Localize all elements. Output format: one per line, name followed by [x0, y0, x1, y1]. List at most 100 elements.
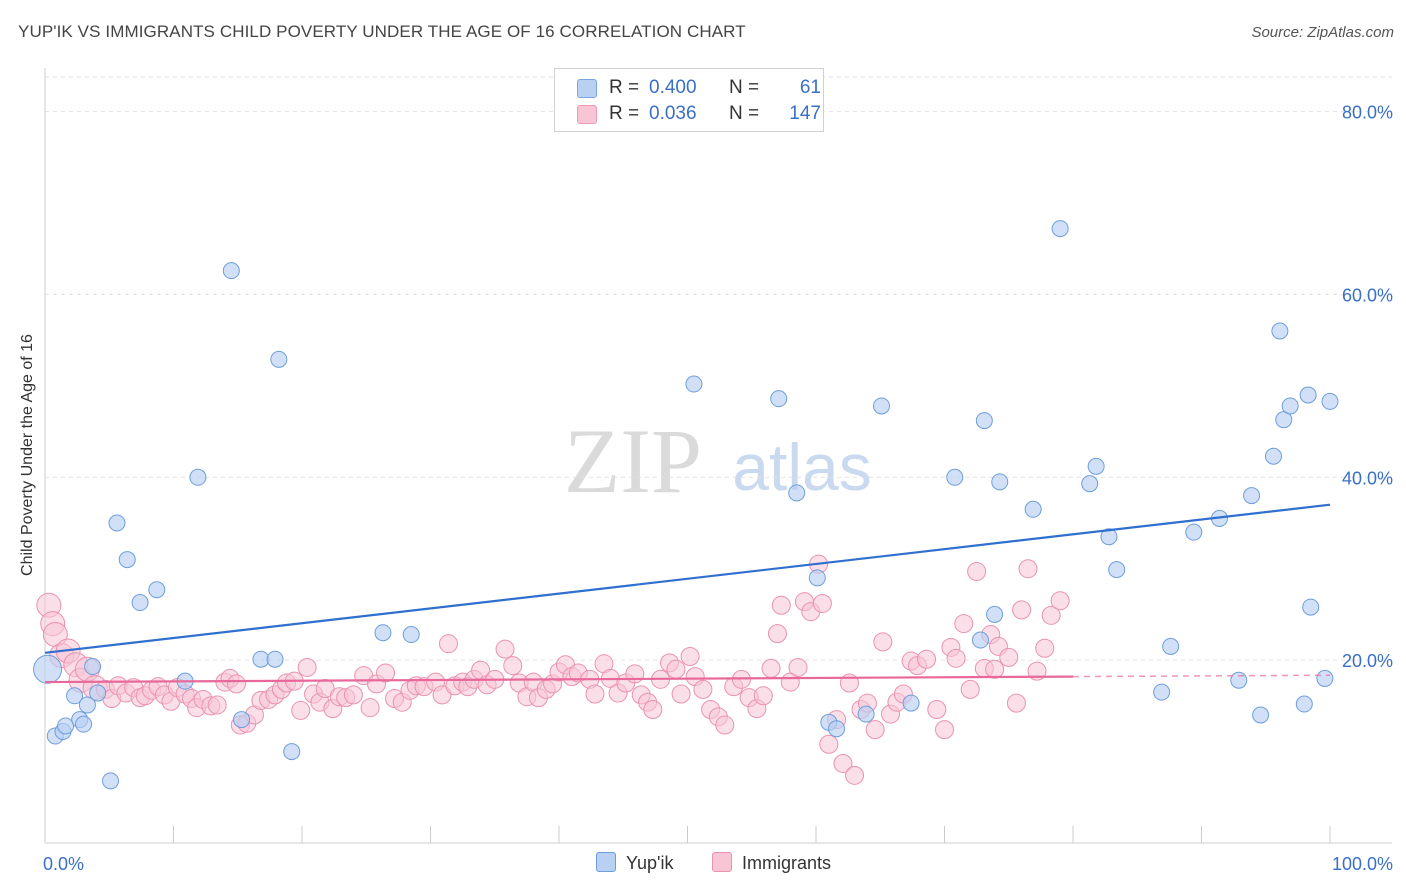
- immigrants-point: [967, 561, 987, 581]
- immigrants-point: [812, 593, 832, 613]
- immigrants-point: [865, 720, 885, 740]
- yupik-point: [374, 624, 392, 642]
- yupik-point: [252, 650, 270, 668]
- tick-labels: 20.0% 40.0% 60.0% 80.0% 0.0% 100.0%: [43, 103, 1393, 874]
- yupik-point: [828, 720, 846, 738]
- bottom-legend-label-yupik: Yup'ik: [626, 853, 674, 873]
- trend-lines: [44, 503, 1331, 684]
- yupik-point: [283, 743, 301, 761]
- immigrants-point: [291, 700, 311, 720]
- yupik-point: [1162, 637, 1180, 655]
- yupik-point: [975, 412, 993, 430]
- immigrants-point: [438, 634, 458, 654]
- yupik-point: [946, 468, 964, 486]
- y-tick-label: 60.0%: [1342, 285, 1393, 305]
- immigrants-trend-extension: [1072, 674, 1331, 678]
- yupik-point: [102, 772, 120, 790]
- yupik-point: [991, 473, 1009, 491]
- legend-swatch-yupik: [577, 79, 597, 98]
- immigrants-point: [927, 700, 947, 720]
- bottom-legend-yupik: Yup'ik: [596, 852, 673, 874]
- yupik-point: [66, 687, 84, 705]
- immigrants-point: [1012, 600, 1032, 620]
- yupik-point: [75, 715, 93, 733]
- immigrants-point: [693, 679, 713, 699]
- yupik-point: [1295, 695, 1313, 713]
- legend-n-label: N =: [729, 77, 760, 98]
- yupik-point: [1316, 669, 1334, 687]
- yupik-point: [902, 694, 920, 712]
- yupik-point: [1271, 322, 1289, 340]
- immigrants-point: [715, 715, 735, 735]
- immigrants-point: [1006, 693, 1026, 713]
- y-tick-label: 80.0%: [1342, 103, 1393, 123]
- yupik-point: [89, 684, 107, 702]
- immigrants-point: [873, 632, 893, 652]
- bottom-legend-swatch-yupik: [596, 852, 616, 872]
- yupik-point: [1321, 392, 1339, 410]
- immigrants-point: [207, 695, 227, 715]
- yupik-point: [1230, 671, 1248, 689]
- yupik-point: [685, 375, 703, 393]
- immigrants-point: [495, 639, 515, 659]
- yupik-point: [1281, 397, 1299, 415]
- yupik-point: [770, 390, 788, 408]
- yupik-point: [266, 650, 284, 668]
- immigrants-point: [935, 720, 954, 740]
- immigrants-point: [761, 658, 781, 678]
- yupik-point: [1100, 528, 1118, 546]
- yupik-point: [78, 696, 96, 714]
- yupik-point: [57, 717, 75, 735]
- yupik-point: [233, 711, 251, 729]
- yupik-point: [1051, 220, 1069, 238]
- immigrants-point: [360, 698, 380, 718]
- yupik-point: [108, 514, 126, 532]
- immigrants-point: [819, 734, 839, 754]
- bottom-legend-swatch-immigrants: [712, 852, 732, 872]
- immigrants-point: [376, 663, 396, 683]
- grid-lines: [45, 76, 1392, 661]
- legend: R = 0.400 N = 61 R = 0.036 N = 147: [554, 68, 824, 132]
- immigrants-point: [954, 614, 974, 634]
- legend-n-value: 147: [789, 103, 821, 124]
- immigrants-point: [643, 700, 663, 720]
- legend-r-value: 0.400: [649, 77, 697, 98]
- yupik-point: [222, 262, 240, 280]
- yupik-point: [1302, 598, 1320, 616]
- immigrants-point: [297, 657, 317, 677]
- immigrants-point: [999, 647, 1019, 667]
- yupik-point: [808, 569, 826, 587]
- yupik-point: [1081, 475, 1099, 493]
- immigrants-trend-line: [44, 675, 1074, 684]
- yupik-point: [1243, 487, 1261, 505]
- immigrants-point: [625, 664, 645, 684]
- x-tick-label: 0.0%: [43, 854, 84, 874]
- immigrants-point: [343, 685, 363, 705]
- immigrants-point: [503, 656, 523, 676]
- yupik-point: [84, 658, 102, 676]
- yupik-point: [986, 605, 1004, 623]
- immigrants-point: [671, 684, 691, 704]
- immigrants-point: [432, 685, 452, 705]
- immigrants-point: [788, 657, 808, 677]
- axes: [44, 68, 1392, 844]
- yupik-point: [1299, 386, 1317, 404]
- legend-r-label: R =: [609, 103, 640, 124]
- yupik-trend-line: [44, 503, 1331, 654]
- yupik-point: [873, 397, 891, 415]
- yupik-point: [33, 654, 63, 684]
- legend-n-label: N =: [729, 103, 760, 124]
- y-tick-label: 40.0%: [1342, 468, 1393, 488]
- yupik-point: [270, 350, 288, 368]
- immigrants-point: [985, 659, 1005, 679]
- yupik-point: [131, 594, 149, 612]
- immigrants-point: [666, 659, 686, 679]
- immigrants-point: [1027, 661, 1047, 681]
- yupik-point: [118, 551, 136, 569]
- immigrants-point: [753, 686, 773, 706]
- source-label: Source: ZipAtlas.com: [1251, 24, 1394, 41]
- yupik-point: [1108, 561, 1126, 579]
- bottom-legend-immigrants: Immigrants: [712, 852, 831, 874]
- immigrants-points: [36, 554, 1070, 785]
